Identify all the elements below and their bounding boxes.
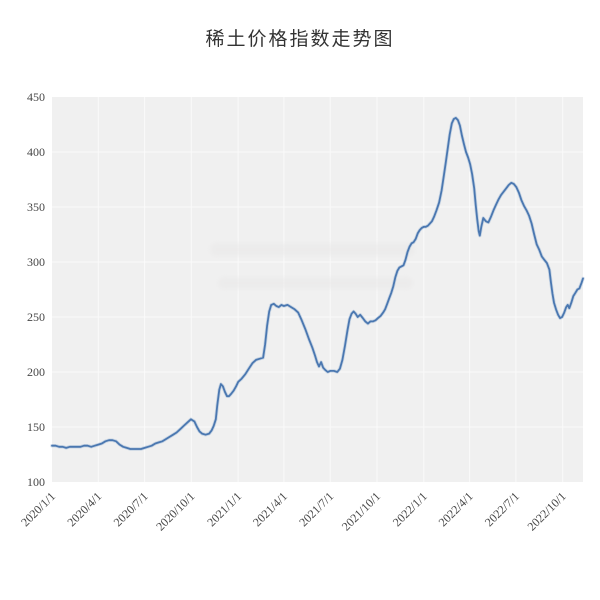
y-tick-label: 400 [27,145,45,159]
y-tick-label: 100 [27,475,45,489]
x-tick-label: 2020/1/1 [18,489,58,529]
watermark-smudge [210,243,415,256]
x-tick-label: 2021/1/1 [204,489,244,529]
x-tick-label: 2021/10/1 [339,489,383,533]
chart-title: 稀土价格指数走势图 [205,29,395,50]
x-tick-label: 2020/10/1 [153,489,197,533]
y-tick-label: 300 [27,255,45,269]
price-line [51,117,584,450]
x-tick-label: 2022/4/1 [436,489,476,529]
y-tick-label: 450 [27,90,45,104]
x-tick-label: 2020/4/1 [64,489,104,529]
x-tick-label: 2021/7/1 [296,489,336,529]
x-tick-label: 2022/1/1 [390,489,430,529]
y-tick-label: 250 [27,310,45,324]
plot-area [52,97,583,482]
y-tick-label: 150 [27,420,45,434]
x-tick-label: 2021/4/1 [250,489,290,529]
y-tick-label: 200 [27,365,45,379]
x-tick-label: 2022/10/1 [524,489,568,533]
watermark [210,243,415,289]
x-tick-label: 2020/7/1 [111,489,151,529]
x-tick-label: 2022/7/1 [482,489,522,529]
y-tick-label: 350 [27,200,45,214]
watermark-smudge [218,277,413,289]
